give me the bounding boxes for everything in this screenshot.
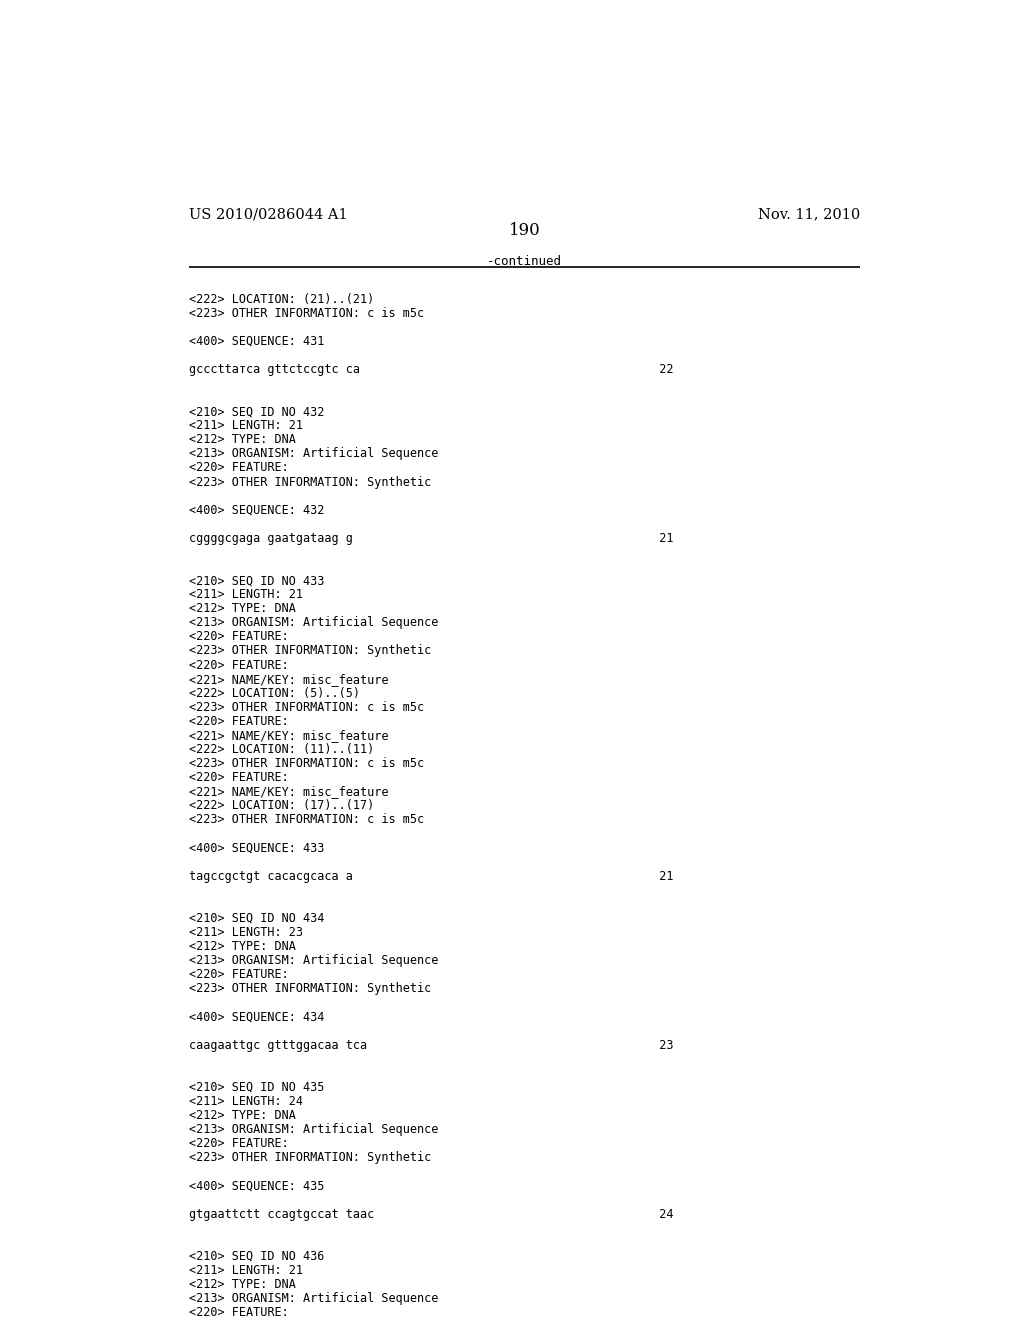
Text: <210> SEQ ID NO 435: <210> SEQ ID NO 435 xyxy=(189,1081,325,1094)
Text: tagccgctgt cacacgcaca a                                           21: tagccgctgt cacacgcaca a 21 xyxy=(189,870,674,883)
Text: <220> FEATURE:: <220> FEATURE: xyxy=(189,631,289,643)
Text: gcccttатса gttctccgtc ca                                          22: gcccttатса gttctccgtc ca 22 xyxy=(189,363,674,376)
Text: <212> TYPE: DNA: <212> TYPE: DNA xyxy=(189,602,296,615)
Text: 190: 190 xyxy=(509,223,541,239)
Text: <213> ORGANISM: Artificial Sequence: <213> ORGANISM: Artificial Sequence xyxy=(189,1123,438,1137)
Text: <400> SEQUENCE: 433: <400> SEQUENCE: 433 xyxy=(189,842,325,854)
Text: <211> LENGTH: 21: <211> LENGTH: 21 xyxy=(189,1263,303,1276)
Text: <223> OTHER INFORMATION: Synthetic: <223> OTHER INFORMATION: Synthetic xyxy=(189,644,431,657)
Text: <222> LOCATION: (21)..(21): <222> LOCATION: (21)..(21) xyxy=(189,293,375,305)
Text: cggggcgaga gaatgataag g                                           21: cggggcgaga gaatgataag g 21 xyxy=(189,532,674,545)
Text: <223> OTHER INFORMATION: c is m5c: <223> OTHER INFORMATION: c is m5c xyxy=(189,306,424,319)
Text: <221> NAME/KEY: misc_feature: <221> NAME/KEY: misc_feature xyxy=(189,729,388,742)
Text: <210> SEQ ID NO 436: <210> SEQ ID NO 436 xyxy=(189,1250,325,1263)
Text: <213> ORGANISM: Artificial Sequence: <213> ORGANISM: Artificial Sequence xyxy=(189,1292,438,1305)
Text: US 2010/0286044 A1: US 2010/0286044 A1 xyxy=(189,207,348,222)
Text: <212> TYPE: DNA: <212> TYPE: DNA xyxy=(189,1278,296,1291)
Text: <220> FEATURE:: <220> FEATURE: xyxy=(189,1305,289,1319)
Text: <223> OTHER INFORMATION: c is m5c: <223> OTHER INFORMATION: c is m5c xyxy=(189,813,424,826)
Text: <213> ORGANISM: Artificial Sequence: <213> ORGANISM: Artificial Sequence xyxy=(189,447,438,461)
Text: <220> FEATURE:: <220> FEATURE: xyxy=(189,771,289,784)
Text: <222> LOCATION: (5)..(5): <222> LOCATION: (5)..(5) xyxy=(189,686,360,700)
Text: <211> LENGTH: 24: <211> LENGTH: 24 xyxy=(189,1096,303,1107)
Text: <220> FEATURE:: <220> FEATURE: xyxy=(189,969,289,981)
Text: <212> TYPE: DNA: <212> TYPE: DNA xyxy=(189,433,296,446)
Text: <220> FEATURE:: <220> FEATURE: xyxy=(189,659,289,672)
Text: <400> SEQUENCE: 432: <400> SEQUENCE: 432 xyxy=(189,504,325,516)
Text: caagaattgc gtttggacaa tca                                         23: caagaattgc gtttggacaa tca 23 xyxy=(189,1039,674,1052)
Text: <220> FEATURE:: <220> FEATURE: xyxy=(189,462,289,474)
Text: <222> LOCATION: (17)..(17): <222> LOCATION: (17)..(17) xyxy=(189,800,375,812)
Text: Nov. 11, 2010: Nov. 11, 2010 xyxy=(758,207,860,222)
Text: <211> LENGTH: 21: <211> LENGTH: 21 xyxy=(189,420,303,432)
Text: -continued: -continued xyxy=(487,255,562,268)
Text: <221> NAME/KEY: misc_feature: <221> NAME/KEY: misc_feature xyxy=(189,785,388,799)
Text: <211> LENGTH: 23: <211> LENGTH: 23 xyxy=(189,927,303,939)
Text: <223> OTHER INFORMATION: Synthetic: <223> OTHER INFORMATION: Synthetic xyxy=(189,475,431,488)
Text: <400> SEQUENCE: 435: <400> SEQUENCE: 435 xyxy=(189,1180,325,1192)
Text: <400> SEQUENCE: 434: <400> SEQUENCE: 434 xyxy=(189,1011,325,1023)
Text: <213> ORGANISM: Artificial Sequence: <213> ORGANISM: Artificial Sequence xyxy=(189,954,438,968)
Text: <213> ORGANISM: Artificial Sequence: <213> ORGANISM: Artificial Sequence xyxy=(189,616,438,630)
Text: <212> TYPE: DNA: <212> TYPE: DNA xyxy=(189,940,296,953)
Text: <223> OTHER INFORMATION: c is m5c: <223> OTHER INFORMATION: c is m5c xyxy=(189,758,424,770)
Text: <221> NAME/KEY: misc_feature: <221> NAME/KEY: misc_feature xyxy=(189,673,388,685)
Text: gtgaattctt ccagtgccat taac                                        24: gtgaattctt ccagtgccat taac 24 xyxy=(189,1208,674,1221)
Text: <212> TYPE: DNA: <212> TYPE: DNA xyxy=(189,1109,296,1122)
Text: <222> LOCATION: (11)..(11): <222> LOCATION: (11)..(11) xyxy=(189,743,375,756)
Text: <210> SEQ ID NO 434: <210> SEQ ID NO 434 xyxy=(189,912,325,925)
Text: <400> SEQUENCE: 431: <400> SEQUENCE: 431 xyxy=(189,335,325,347)
Text: <210> SEQ ID NO 432: <210> SEQ ID NO 432 xyxy=(189,405,325,418)
Text: <210> SEQ ID NO 433: <210> SEQ ID NO 433 xyxy=(189,574,325,587)
Text: <223> OTHER INFORMATION: c is m5c: <223> OTHER INFORMATION: c is m5c xyxy=(189,701,424,714)
Text: <220> FEATURE:: <220> FEATURE: xyxy=(189,1138,289,1150)
Text: <211> LENGTH: 21: <211> LENGTH: 21 xyxy=(189,589,303,601)
Text: <220> FEATURE:: <220> FEATURE: xyxy=(189,715,289,727)
Text: <223> OTHER INFORMATION: Synthetic: <223> OTHER INFORMATION: Synthetic xyxy=(189,982,431,995)
Text: <223> OTHER INFORMATION: Synthetic: <223> OTHER INFORMATION: Synthetic xyxy=(189,1151,431,1164)
